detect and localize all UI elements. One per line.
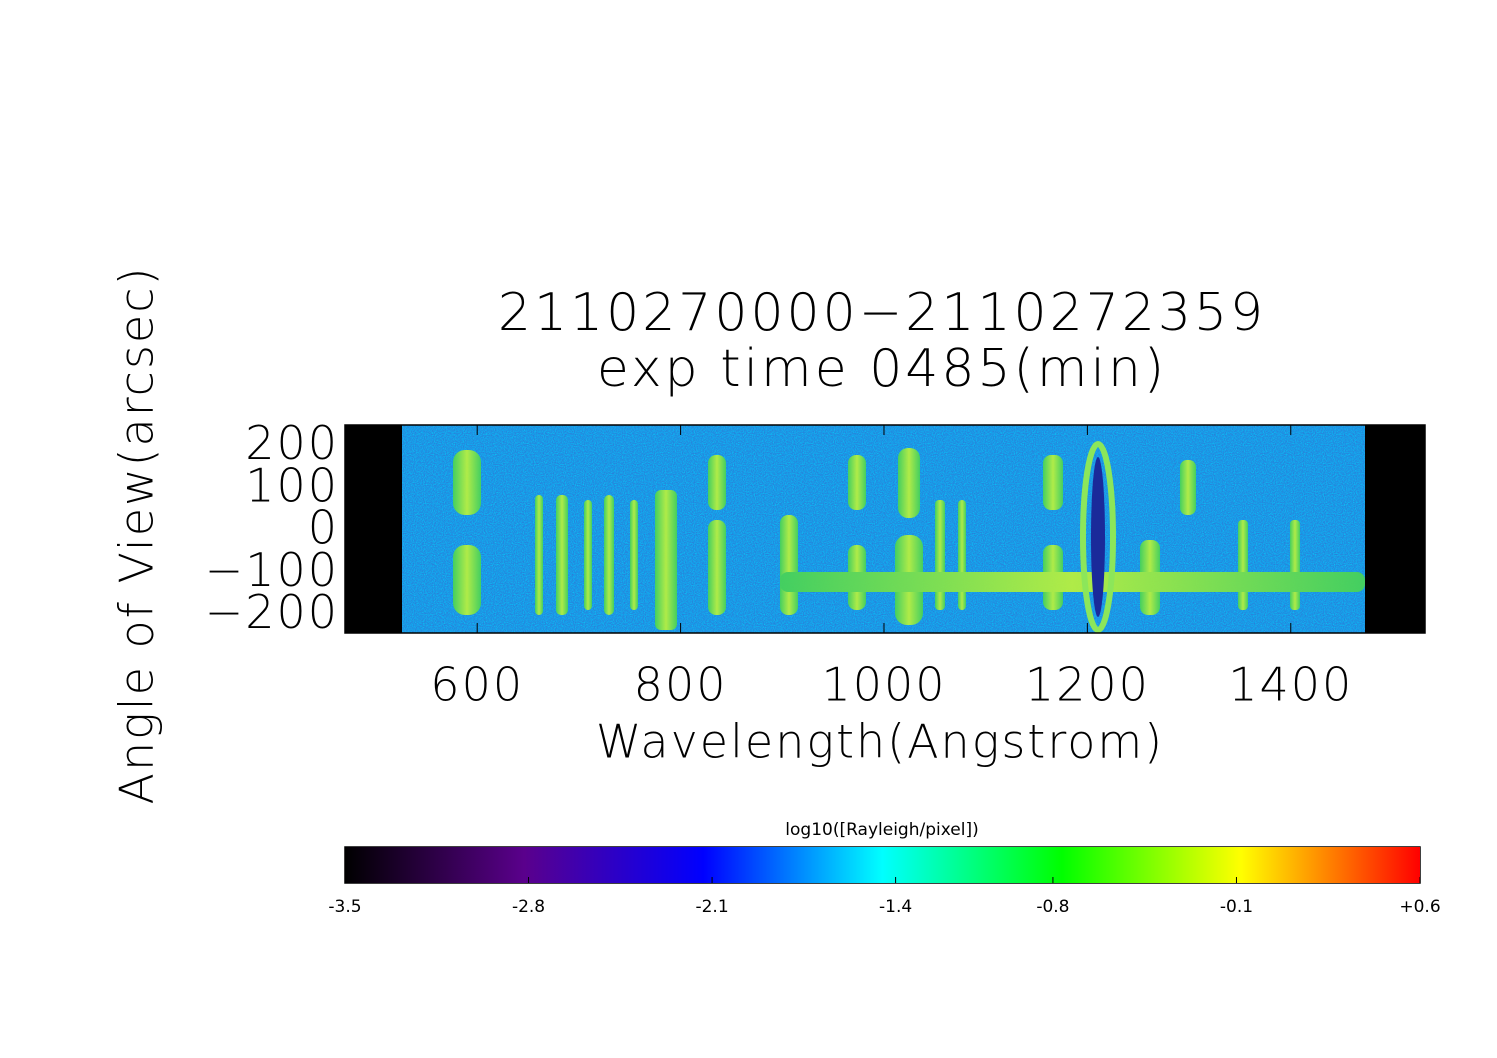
colorbar-tick-label: -0.1 (1220, 897, 1253, 917)
spectrum-image (345, 425, 1425, 633)
colorbar-tick-label: -0.8 (1036, 897, 1069, 917)
x-tick-label: 1000 (821, 658, 946, 712)
colorbar-tick-label: -2.1 (695, 897, 728, 917)
colorbar (345, 847, 1420, 883)
y-axis-label: Angle of View(arcsec) (110, 266, 164, 805)
y-tick-label: −100 (205, 543, 339, 597)
x-axis-label: Wavelength(Angstrom) (596, 715, 1164, 769)
x-tick-label: 1400 (1228, 658, 1353, 712)
colorbar-tick-label: +0.6 (1399, 897, 1440, 917)
y-tick-label: 0 (308, 501, 339, 555)
colorbar-label: log10([Rayleigh/pixel]) (785, 820, 978, 840)
x-tick-label: 1200 (1025, 658, 1150, 712)
colorbar-tick-label: -2.8 (512, 897, 545, 917)
chart-title: 2110270000−2110272359 (498, 283, 1266, 343)
colorbar-tick-label: -3.5 (328, 897, 361, 917)
x-tick-label: 800 (634, 658, 728, 712)
y-tick-label: −200 (205, 585, 339, 639)
y-tick-label: 200 (245, 416, 339, 470)
plot-frame (344, 424, 1426, 634)
x-tick-label: 600 (430, 658, 524, 712)
y-tick-label: 100 (245, 458, 339, 512)
colorbar-tick-label: -1.4 (879, 897, 912, 917)
chart-subtitle: exp time 0485(min) (597, 339, 1167, 399)
